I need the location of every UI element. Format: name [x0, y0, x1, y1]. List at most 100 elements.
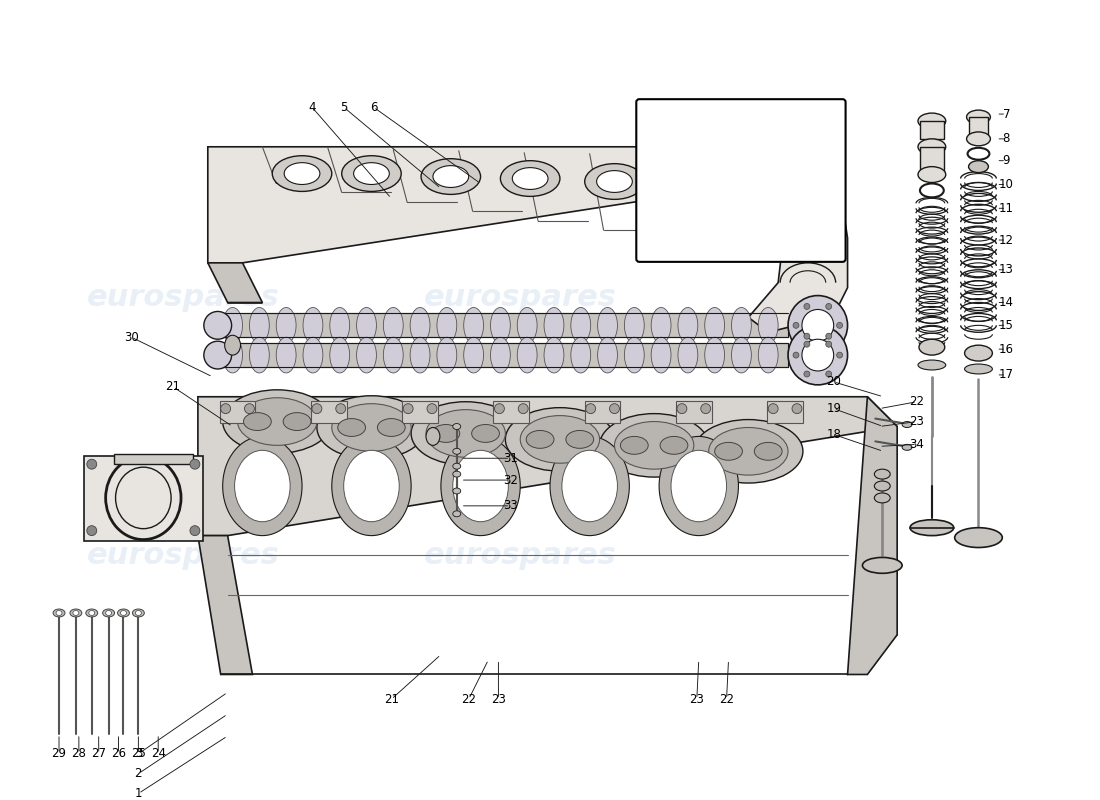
Text: 2: 2	[134, 767, 142, 780]
Ellipse shape	[793, 322, 799, 328]
Ellipse shape	[224, 335, 241, 355]
Ellipse shape	[330, 307, 350, 343]
Ellipse shape	[520, 415, 600, 463]
Ellipse shape	[190, 526, 200, 536]
Ellipse shape	[491, 338, 510, 373]
Bar	[920, 121, 944, 139]
Text: lamborghini: lamborghini	[782, 202, 804, 254]
Ellipse shape	[651, 307, 671, 343]
Text: 21: 21	[166, 380, 180, 394]
Ellipse shape	[681, 173, 716, 194]
Ellipse shape	[70, 609, 81, 617]
Ellipse shape	[513, 168, 548, 190]
Ellipse shape	[118, 609, 130, 617]
Ellipse shape	[432, 425, 460, 442]
Ellipse shape	[918, 166, 946, 182]
Ellipse shape	[918, 113, 946, 129]
Text: 11: 11	[999, 202, 1014, 214]
Text: 30: 30	[124, 330, 139, 344]
Ellipse shape	[732, 307, 751, 343]
Polygon shape	[783, 146, 837, 214]
Ellipse shape	[902, 444, 912, 450]
Text: 21: 21	[384, 693, 399, 706]
Ellipse shape	[874, 481, 890, 491]
Ellipse shape	[222, 307, 242, 343]
FancyBboxPatch shape	[636, 99, 846, 262]
Ellipse shape	[826, 303, 832, 310]
Ellipse shape	[671, 450, 727, 522]
Bar	[311, 401, 346, 422]
Ellipse shape	[453, 488, 461, 494]
Text: 25: 25	[131, 747, 146, 760]
Ellipse shape	[708, 427, 788, 475]
Text: eurospares: eurospares	[87, 541, 279, 570]
Text: eurospares: eurospares	[87, 283, 279, 312]
Ellipse shape	[874, 469, 890, 479]
Ellipse shape	[190, 459, 200, 469]
Text: 26: 26	[111, 747, 126, 760]
Bar	[969, 117, 989, 139]
Text: Hasta el motor:: Hasta el motor:	[695, 209, 786, 222]
Ellipse shape	[330, 338, 350, 373]
Ellipse shape	[222, 437, 302, 536]
Ellipse shape	[222, 390, 332, 454]
Ellipse shape	[517, 338, 537, 373]
Text: 22: 22	[910, 395, 924, 408]
Ellipse shape	[222, 338, 242, 373]
Ellipse shape	[404, 404, 414, 414]
Ellipse shape	[427, 404, 437, 414]
Ellipse shape	[221, 404, 231, 414]
Ellipse shape	[544, 307, 564, 343]
Text: 17: 17	[999, 369, 1014, 382]
Ellipse shape	[793, 352, 799, 358]
Ellipse shape	[342, 156, 402, 191]
Ellipse shape	[837, 352, 843, 358]
Text: 27: 27	[91, 747, 107, 760]
Text: 18: 18	[826, 428, 842, 441]
Ellipse shape	[87, 526, 97, 536]
Ellipse shape	[453, 448, 461, 454]
Ellipse shape	[967, 110, 990, 124]
Polygon shape	[848, 397, 898, 674]
Bar	[676, 401, 712, 422]
Ellipse shape	[804, 342, 810, 347]
Ellipse shape	[244, 404, 254, 414]
Ellipse shape	[353, 162, 389, 185]
Ellipse shape	[332, 437, 411, 536]
Ellipse shape	[250, 338, 270, 373]
Ellipse shape	[204, 311, 232, 339]
Text: 34: 34	[910, 438, 924, 451]
Ellipse shape	[788, 295, 848, 355]
Ellipse shape	[384, 338, 404, 373]
Ellipse shape	[495, 404, 505, 414]
Ellipse shape	[411, 402, 520, 465]
Ellipse shape	[802, 310, 834, 342]
Bar	[220, 401, 255, 422]
Ellipse shape	[336, 404, 345, 414]
Ellipse shape	[53, 609, 65, 617]
Text: 19: 19	[826, 402, 842, 415]
Ellipse shape	[426, 427, 440, 446]
Ellipse shape	[705, 307, 725, 343]
Text: 23: 23	[690, 693, 704, 706]
Ellipse shape	[132, 609, 144, 617]
Polygon shape	[84, 456, 202, 541]
Bar	[494, 401, 529, 422]
Ellipse shape	[377, 418, 405, 437]
Ellipse shape	[86, 609, 98, 617]
Text: 4: 4	[308, 101, 316, 114]
Polygon shape	[198, 397, 898, 536]
Text: 32: 32	[503, 474, 518, 486]
Ellipse shape	[965, 345, 992, 361]
Text: 23: 23	[491, 693, 506, 706]
Text: 15: 15	[999, 319, 1014, 332]
Polygon shape	[208, 146, 817, 263]
Ellipse shape	[585, 404, 595, 414]
Ellipse shape	[276, 338, 296, 373]
Text: 6: 6	[370, 101, 377, 114]
Ellipse shape	[491, 307, 510, 343]
Ellipse shape	[625, 338, 645, 373]
Ellipse shape	[678, 338, 697, 373]
Ellipse shape	[453, 471, 461, 477]
Ellipse shape	[356, 338, 376, 373]
